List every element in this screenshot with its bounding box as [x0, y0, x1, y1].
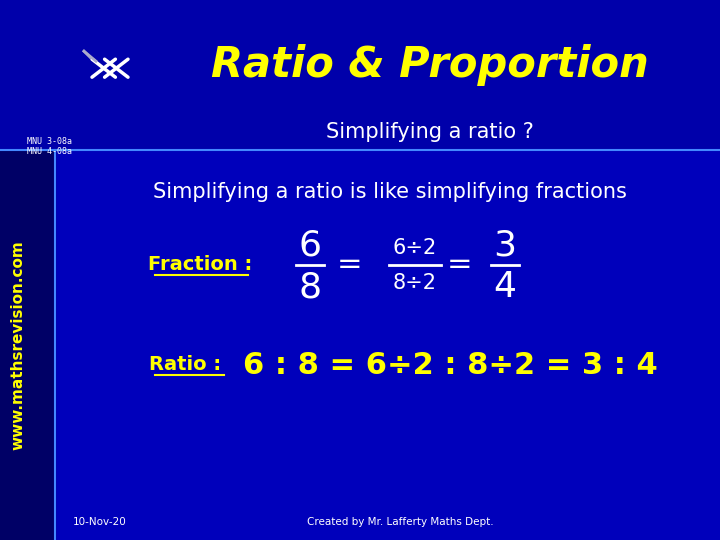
Text: =: =	[447, 251, 473, 280]
Text: =: =	[337, 251, 363, 280]
Text: MNU 4-08a: MNU 4-08a	[27, 147, 72, 157]
Text: 10-Nov-20: 10-Nov-20	[73, 517, 127, 527]
Text: 4: 4	[493, 270, 516, 304]
Text: MNU 3-08a: MNU 3-08a	[27, 138, 72, 146]
Text: Ratio :: Ratio :	[149, 355, 221, 375]
Bar	[0, 0, 720, 150]
Text: 3: 3	[493, 228, 516, 262]
Text: www.mathsrevision.com: www.mathsrevision.com	[11, 240, 25, 450]
Text: Simplifying a ratio ?: Simplifying a ratio ?	[326, 122, 534, 142]
Text: Fraction :: Fraction :	[148, 255, 252, 274]
Text: 8: 8	[298, 270, 322, 304]
Bar	[0, 150, 55, 540]
Text: 6÷2: 6÷2	[393, 238, 437, 258]
Text: Created by Mr. Lafferty Maths Dept.: Created by Mr. Lafferty Maths Dept.	[307, 517, 493, 527]
Text: Simplifying a ratio is like simplifying fractions: Simplifying a ratio is like simplifying …	[153, 182, 627, 202]
Text: 6: 6	[299, 228, 322, 262]
Text: 6 : 8 = 6÷2 : 8÷2 = 3 : 4: 6 : 8 = 6÷2 : 8÷2 = 3 : 4	[243, 350, 657, 380]
Text: 8÷2: 8÷2	[393, 273, 437, 293]
Text: Ratio & Proportion: Ratio & Proportion	[211, 44, 649, 86]
